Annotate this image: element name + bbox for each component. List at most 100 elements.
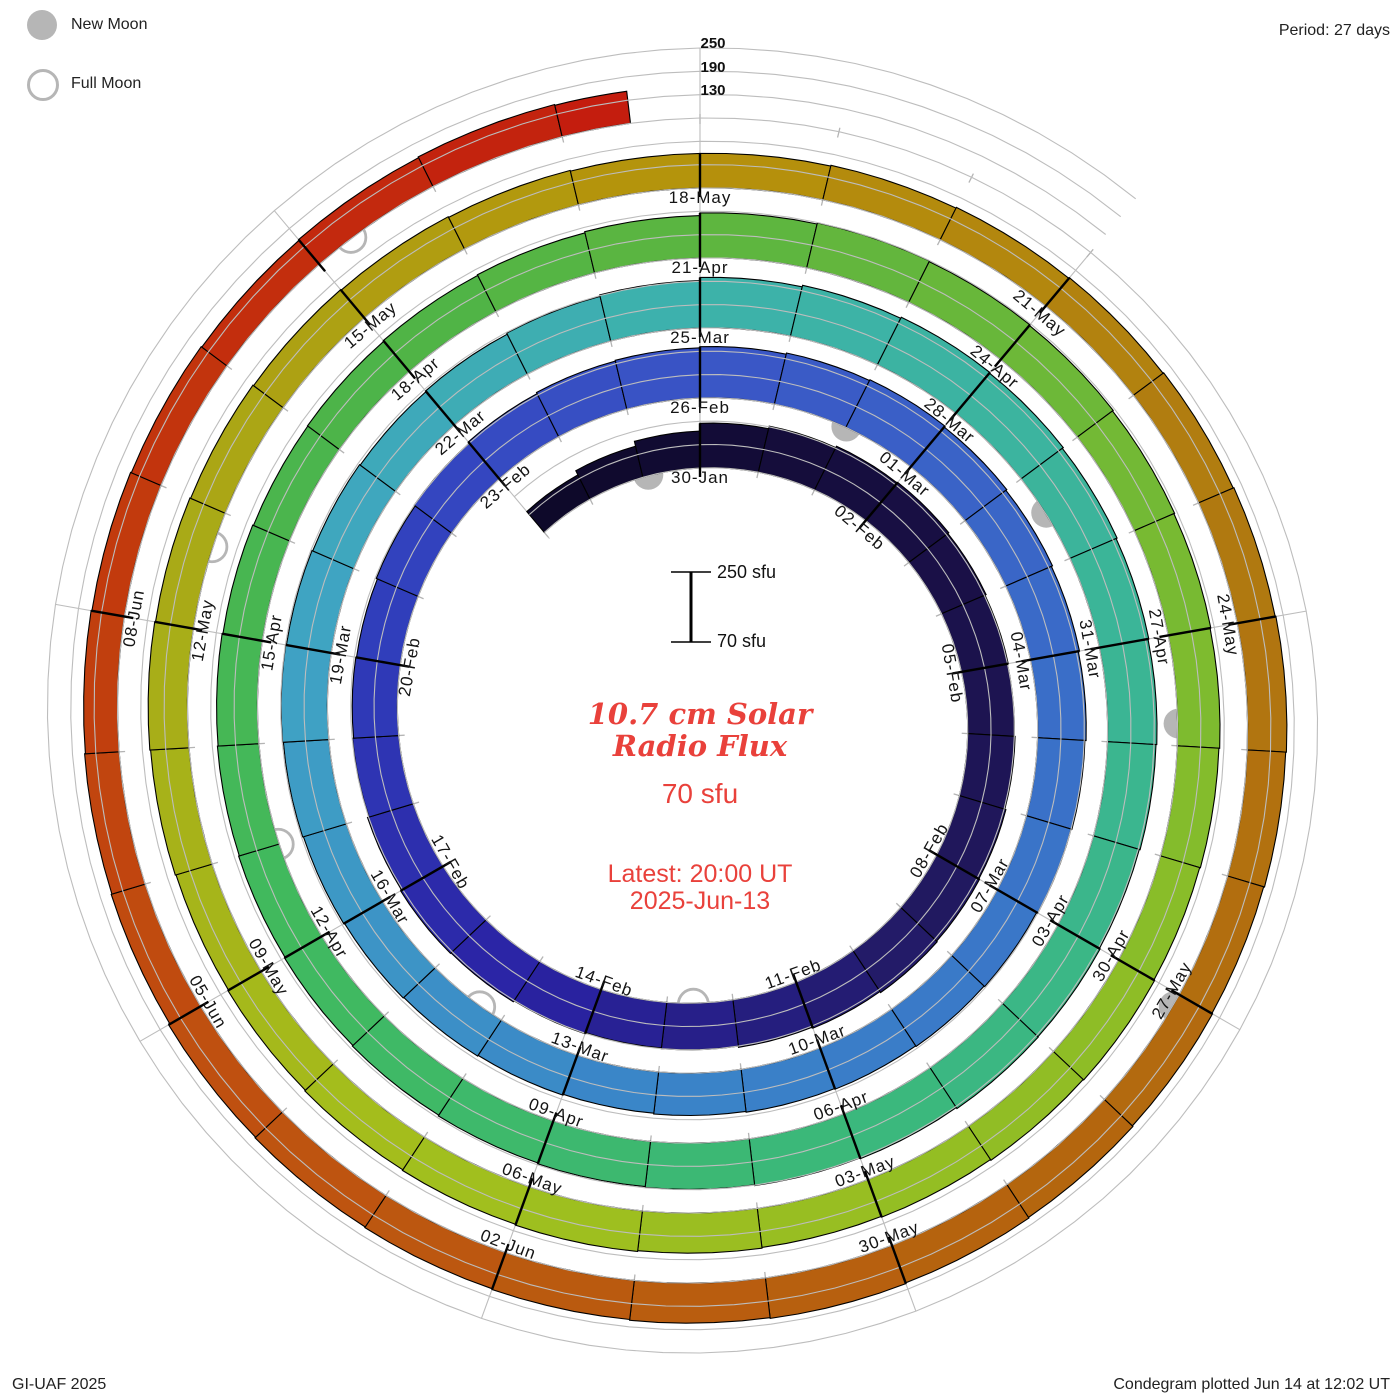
gridline-spiral <box>93 94 1272 1307</box>
plotted-label: Condegram plotted Jun 14 at 12:02 UT <box>1113 1376 1390 1393</box>
flux-day-segment <box>417 103 563 188</box>
flux-day-segment <box>1025 737 1086 830</box>
three-day-tick <box>1049 919 1101 951</box>
day-tick <box>836 127 841 138</box>
three-day-tick <box>583 980 606 1035</box>
flux-day-segment <box>280 644 332 743</box>
flux-day-segment <box>437 1077 555 1164</box>
three-day-tick <box>863 1170 883 1218</box>
latest-line2: 2025-Jun-13 <box>629 887 771 915</box>
flux-day-segment <box>1197 486 1276 624</box>
flux-day-segment <box>637 1207 763 1254</box>
flux-day-segment <box>1226 749 1287 888</box>
flux-day-segment <box>764 1244 907 1320</box>
three-day-tick <box>467 441 507 487</box>
flux-day-segment <box>526 474 591 534</box>
radial-scale-190: 190 <box>700 59 726 76</box>
chart-title: 10.7 cm Solar Radio Flux <box>440 698 960 762</box>
flux-day-segment <box>628 1277 771 1324</box>
radial-scale-130: 130 <box>700 82 726 99</box>
baseline-value-label: 70 sfu <box>661 778 739 809</box>
flux-day-segment <box>505 295 612 375</box>
flux-day-segment <box>960 663 1015 737</box>
three-day-tick <box>858 481 899 529</box>
flux-day-segment <box>660 999 740 1051</box>
three-day-tick <box>90 609 134 620</box>
three-day-tick <box>355 656 410 668</box>
flux-day-segment <box>351 735 414 818</box>
three-day-tick <box>227 965 270 992</box>
three-day-tick <box>815 1039 837 1090</box>
flux-day-segment <box>699 346 787 405</box>
three-day-tick <box>1021 649 1080 663</box>
three-day-tick <box>887 1236 908 1285</box>
flux-day-segment <box>1236 615 1288 753</box>
flux-day-segment <box>447 169 580 250</box>
three-day-tick <box>167 1000 209 1026</box>
flux-day-segment <box>476 232 596 313</box>
three-day-tick <box>536 1112 558 1165</box>
period-label: Period: 27 days <box>1278 22 1390 39</box>
chart-title-line1: 10.7 cm Solar <box>587 697 813 731</box>
three-day-tick <box>1170 989 1214 1015</box>
latest-line1: Latest: 20:00 UT <box>607 860 793 888</box>
flux-day-segment <box>653 1068 747 1117</box>
flux-day-segment <box>91 471 162 618</box>
three-day-tick <box>400 860 452 892</box>
credit-label: GI-UAF 2025 <box>12 1376 107 1393</box>
three-day-tick <box>514 1177 534 1226</box>
flux-day-segment <box>1029 650 1087 742</box>
flux-day-segment <box>575 445 644 500</box>
three-day-tick <box>1110 954 1156 982</box>
date-label: 18-May <box>669 188 732 207</box>
three-day-tick <box>490 1243 510 1290</box>
three-day-tick <box>988 884 1039 915</box>
flux-day-segment <box>147 621 195 751</box>
flux-day-segment <box>699 422 770 473</box>
three-day-tick <box>952 662 1009 675</box>
three-day-tick <box>382 339 417 380</box>
three-day-tick <box>1228 615 1277 627</box>
three-day-tick <box>221 632 272 644</box>
flux-day-segment <box>216 743 280 857</box>
scale-top-label: 250 sfu <box>717 562 777 582</box>
gridline-spiral <box>70 70 1295 1331</box>
three-day-tick <box>928 849 981 881</box>
scale-bottom-label: 70 sfu <box>717 631 767 651</box>
flux-day-segment <box>491 1251 635 1321</box>
gridline-spiral <box>46 47 1319 1354</box>
new-moon-label: New Moon <box>71 16 148 33</box>
date-label: 25-Mar <box>670 328 730 347</box>
flux-day-segment <box>216 633 263 747</box>
three-day-tick <box>1159 626 1212 639</box>
three-day-tick <box>285 643 341 656</box>
flux-day-segment <box>149 747 213 876</box>
three-day-tick <box>948 371 991 421</box>
flux-day-segment <box>1092 741 1157 851</box>
date-label: 30-Jan <box>671 468 729 487</box>
new-moon-icon <box>27 10 57 40</box>
date-label: 21-Apr <box>671 258 728 277</box>
three-day-tick <box>283 930 331 959</box>
date-label: 26-Feb <box>670 398 730 417</box>
chart-title-line2: Radio Flux <box>612 729 788 763</box>
flux-day-segment <box>1133 512 1212 637</box>
three-day-tick <box>791 973 815 1029</box>
latest-block: Latest: 20:00 UT 2025-Jun-13 <box>440 861 960 915</box>
three-day-tick <box>993 324 1031 368</box>
day-tick <box>968 173 974 183</box>
three-day-tick <box>1038 276 1071 314</box>
three-day-tick <box>339 288 372 326</box>
radial-scale-250: 250 <box>700 35 726 52</box>
three-day-tick <box>154 620 203 632</box>
three-day-tick <box>343 895 391 925</box>
three-day-tick <box>903 425 946 475</box>
three-day-tick <box>297 238 327 272</box>
three-day-tick <box>1090 637 1150 651</box>
flux-day-segment <box>644 1138 756 1190</box>
three-day-tick <box>839 1104 862 1160</box>
full-moon-icon <box>27 69 59 101</box>
three-day-tick <box>561 1046 582 1096</box>
